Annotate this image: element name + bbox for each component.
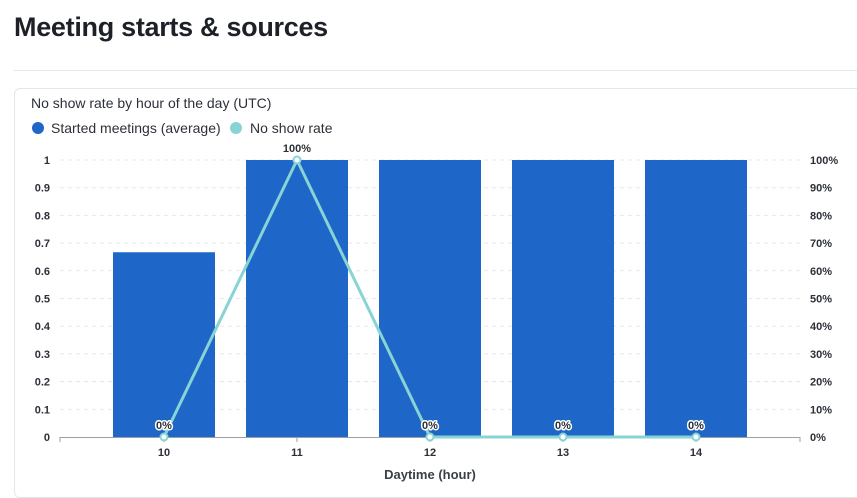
point-no-show-rate[interactable] xyxy=(292,155,302,165)
y-right-tick-label: 60% xyxy=(810,266,832,278)
data-label-no-show-rate: 0% xyxy=(156,420,172,432)
y-right-tick-label: 70% xyxy=(810,238,832,250)
legend-label-no-show-rate: No show rate xyxy=(250,120,333,136)
y-left-tick-label: 0.8 xyxy=(35,210,50,222)
chart-title: No show rate by hour of the day (UTC) xyxy=(31,95,271,111)
bar-started-meetings[interactable] xyxy=(512,160,614,437)
y-left-tick-label: 1 xyxy=(44,155,50,167)
legend: Started meetings (average) No show rate xyxy=(32,120,333,136)
y-right-tick-label: 0% xyxy=(810,432,826,444)
y-right-tick-label: 20% xyxy=(810,377,832,389)
bar-started-meetings[interactable] xyxy=(379,160,481,437)
title-divider xyxy=(14,70,857,71)
point-no-show-rate[interactable] xyxy=(159,432,169,442)
y-left-tick-label: 0.2 xyxy=(35,377,50,389)
legend-item-started-meetings[interactable]: Started meetings (average) xyxy=(32,120,221,136)
y-right-tick-label: 80% xyxy=(810,210,832,222)
x-tick-label: 12 xyxy=(424,447,436,459)
legend-marker-bar xyxy=(32,122,44,134)
y-right-tick-label: 90% xyxy=(810,183,832,195)
point-no-show-rate[interactable] xyxy=(425,432,435,442)
y-left-tick-label: 0.7 xyxy=(35,238,50,250)
y-left-tick-label: 0.4 xyxy=(35,321,51,333)
point-no-show-rate[interactable] xyxy=(558,432,568,442)
y-right-tick-label: 10% xyxy=(810,404,832,416)
data-label-no-show-rate: 0% xyxy=(422,420,438,432)
x-tick-label: 11 xyxy=(291,447,303,459)
y-left-tick-label: 0.9 xyxy=(35,183,50,195)
legend-item-no-show-rate[interactable]: No show rate xyxy=(230,120,333,136)
data-label-no-show-rate: 100% xyxy=(283,143,311,155)
legend-label-started-meetings: Started meetings (average) xyxy=(51,120,221,136)
y-right-tick-label: 100% xyxy=(810,155,838,167)
bars xyxy=(113,160,747,437)
data-label-no-show-rate: 0% xyxy=(688,420,704,432)
x-axis-title: Daytime (hour) xyxy=(384,467,476,482)
y-left-tick-label: 0.5 xyxy=(35,294,50,306)
y-axis-right: 0% 10% 20% 30% 40% 50% 60% 70% 80% 90% 100% xyxy=(810,155,838,444)
x-tick-label: 13 xyxy=(557,447,569,459)
data-label-no-show-rate: 0% xyxy=(555,420,571,432)
y-axis-left: 0 0.1 0.2 0.3 0.4 0.5 0.6 0.7 0.8 0.9 1 xyxy=(35,155,51,444)
data-labels: 0% 100% 0% 0% 0% xyxy=(155,142,706,434)
y-right-tick-label: 50% xyxy=(810,294,832,306)
x-tick-label: 14 xyxy=(690,447,703,459)
no-show-rate-line xyxy=(159,155,701,442)
bar-started-meetings[interactable] xyxy=(246,160,348,437)
y-right-tick-label: 40% xyxy=(810,321,832,333)
point-no-show-rate[interactable] xyxy=(691,432,701,442)
y-left-tick-label: 0 xyxy=(44,432,50,444)
legend-marker-line xyxy=(230,122,242,134)
y-left-tick-label: 0.6 xyxy=(35,266,50,278)
bar-started-meetings[interactable] xyxy=(113,252,215,437)
bar-started-meetings[interactable] xyxy=(645,160,747,437)
y-left-tick-label: 0.1 xyxy=(35,404,50,416)
y-left-tick-label: 0.3 xyxy=(35,349,50,361)
x-tick-label: 10 xyxy=(158,447,170,459)
page-title: Meeting starts & sources xyxy=(14,12,328,42)
y-right-tick-label: 30% xyxy=(810,349,832,361)
